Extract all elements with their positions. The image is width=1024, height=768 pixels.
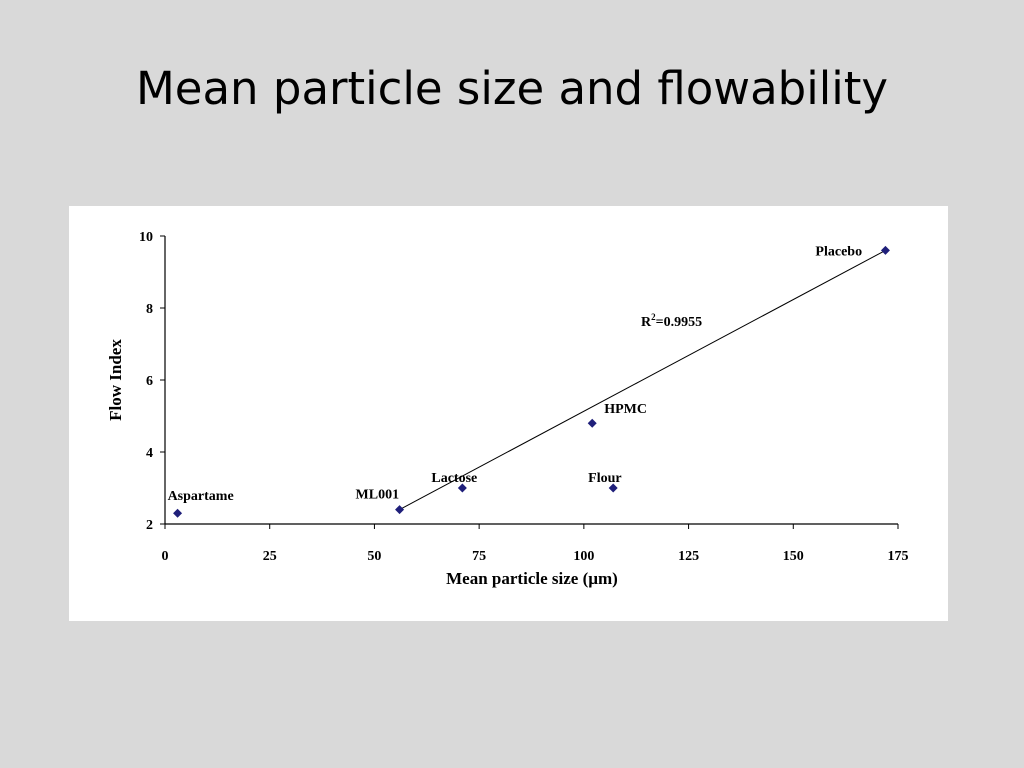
data-points (173, 245, 890, 518)
y-tick-label: 4 (146, 446, 153, 461)
axes (160, 235, 899, 529)
slide-title: Mean particle size and flowability (135, 62, 889, 115)
point-labels: Aspartame ML001 Lactose HPMC Flour Placebo (168, 244, 863, 504)
data-point-marker (457, 483, 467, 493)
y-tick-label: 6 (146, 374, 153, 389)
point-label: Lactose (431, 471, 477, 486)
x-tick-label: 100 (573, 549, 594, 564)
x-tick-label: 75 (472, 549, 486, 564)
x-axis-title: Mean particle size (µm) (446, 569, 618, 588)
point-label: Aspartame (168, 489, 234, 504)
chart-panel: 0 25 50 75 100 125 150 175 2 4 6 8 10 Aspartame ML001… (69, 206, 948, 621)
point-label: HPMC (604, 402, 647, 417)
point-label: Placebo (815, 244, 862, 259)
y-tick-label: 10 (139, 230, 153, 245)
data-point-marker (395, 505, 405, 515)
data-point-marker (587, 418, 597, 428)
y-tick-label: 8 (146, 302, 153, 317)
data-point-marker (608, 483, 618, 493)
data-point-marker (880, 245, 890, 255)
x-tick-label: 150 (783, 549, 804, 564)
data-point-marker (173, 508, 183, 518)
scatter-chart: 0 25 50 75 100 125 150 175 2 4 6 8 10 Aspartame ML001… (106, 230, 909, 588)
trendline (399, 249, 886, 511)
tick-labels: 0 25 50 75 100 125 150 175 2 4 6 8 10 (139, 230, 909, 564)
x-tick-label: 125 (678, 549, 699, 564)
x-tick-label: 50 (367, 549, 381, 564)
x-tick-label: 25 (263, 549, 277, 564)
x-tick-label: 0 (162, 549, 169, 564)
y-axis-title: Flow Index (106, 339, 125, 421)
y-tick-label: 2 (146, 518, 153, 533)
trendline-layer (399, 249, 886, 511)
x-tick-label: 175 (888, 549, 909, 564)
point-label: Flour (588, 471, 621, 486)
point-label: ML001 (356, 488, 400, 503)
r-squared-annotation: R2=0.9955 (641, 312, 702, 330)
